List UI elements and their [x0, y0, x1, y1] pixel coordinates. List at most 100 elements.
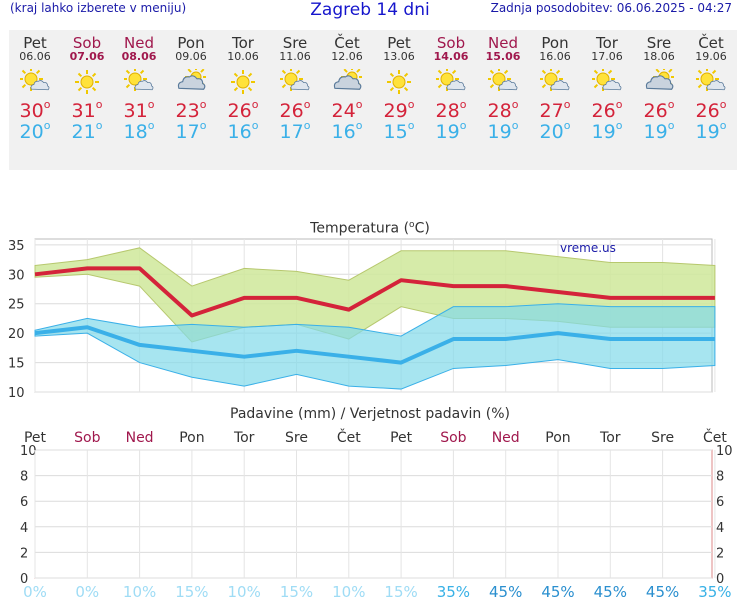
degree-sign: o: [355, 119, 363, 132]
precip-plot-area: [34, 449, 713, 579]
degree-sign: o: [95, 98, 103, 111]
precip-day-label: Ned: [126, 430, 154, 446]
sun-icon: [373, 69, 425, 95]
high-temp: 28o: [487, 98, 519, 122]
high-temp: 27o: [539, 98, 571, 122]
precip-chart-title: Padavine (mm) / Verjetnost padavin (%): [230, 406, 510, 422]
sun-cloud-icon: [581, 69, 633, 95]
temperature-chart-title: Temperatura (oC): [310, 220, 430, 237]
low-temp: 19o: [435, 119, 467, 143]
day-name: Ned: [124, 34, 154, 52]
cloud-sun-icon: [165, 69, 217, 95]
day-name: Tor: [596, 34, 618, 52]
precip-y-tick-left: 4: [20, 521, 28, 536]
cloud-sun-icon: [321, 69, 373, 95]
low-temp: 19o: [643, 119, 675, 143]
day-name: Pon: [541, 34, 569, 52]
day-column: Sob 07.06 31o 21o: [61, 30, 113, 143]
sun-icon: [217, 69, 269, 95]
precip-probability-label: 0%: [75, 583, 99, 600]
low-temp: 17o: [279, 119, 311, 143]
degree-sign: o: [407, 119, 415, 132]
high-temp: 31o: [123, 98, 155, 122]
sun-cloud-icon: [269, 69, 321, 95]
precip-day-label: Tor: [233, 430, 255, 446]
low-temp: 18o: [123, 119, 155, 143]
high-temp: 26o: [695, 98, 727, 122]
temp-y-tick-label: 20: [8, 327, 25, 342]
low-temp: 16o: [227, 119, 259, 143]
day-date: 06.06: [19, 50, 51, 63]
page-title: Zagreb 14 dni: [310, 0, 430, 20]
precip-day-label: Sob: [74, 430, 100, 446]
high-temp: 26o: [591, 98, 623, 122]
precip-day-label: Sre: [285, 430, 308, 446]
day-column: Tor 17.06 26o 19o: [581, 30, 633, 143]
high-temp: 26o: [279, 98, 311, 122]
degree-sign: o: [719, 98, 727, 111]
precip-y-tick-right: 8: [716, 470, 724, 485]
low-temp-band: [34, 303, 716, 390]
day-column: Tor 10.06 26o 16o: [217, 30, 269, 143]
temp-y-tick-label: 10: [8, 386, 25, 401]
day-name: Sre: [646, 34, 672, 52]
degree-sign: o: [199, 98, 207, 111]
location-hint[interactable]: (kraj lahko izberete v meniju): [10, 1, 187, 15]
low-temp: 19o: [487, 119, 519, 143]
day-column: Sob 14.06 28o 19o: [425, 30, 477, 143]
low-temp: 20o: [19, 119, 51, 143]
sun-cloud-icon: [9, 69, 61, 95]
precip-day-label: Sob: [440, 430, 466, 446]
precip-probability-label: 0%: [23, 583, 47, 600]
precip-probability-label: 15%: [280, 583, 313, 600]
precip-probability-label: 45%: [594, 583, 627, 600]
day-date: 19.06: [695, 50, 727, 63]
day-date: 07.06: [69, 50, 105, 63]
day-column: Pon 16.06 27o 20o: [529, 30, 581, 143]
precip-probability-label: 35%: [698, 583, 731, 600]
precip-y-tick-right: 0: [716, 572, 724, 587]
day-date: 15.06: [485, 50, 521, 63]
degree-sign: o: [563, 98, 571, 111]
day-column: Ned 08.06 31o 18o: [113, 30, 165, 143]
precip-y-tick-right: 2: [716, 546, 724, 561]
degree-sign: o: [251, 98, 259, 111]
day-date: 12.06: [331, 50, 363, 63]
degree-sign: o: [251, 119, 259, 132]
degree-sign: o: [719, 119, 727, 132]
precip-day-label: Čet: [337, 428, 361, 446]
degree-sign: o: [667, 119, 675, 132]
degree-sign: o: [667, 98, 675, 111]
precip-probability-label: 15%: [175, 583, 208, 600]
sun-icon: [61, 69, 113, 95]
precip-y-tick-left: 10: [20, 444, 37, 459]
last-updated: Zadnja posodobitev: 06.06.2025 - 04:27: [490, 1, 732, 15]
precip-probability-label: 45%: [646, 583, 679, 600]
temp-y-tick-label: 30: [8, 268, 25, 283]
day-name: Pon: [177, 34, 205, 52]
low-temp: 16o: [331, 119, 363, 143]
precip-day-label: Pet: [390, 430, 413, 446]
day-name: Sob: [436, 34, 466, 52]
day-name: Ned: [488, 34, 518, 52]
degree-sign: o: [407, 98, 415, 111]
precip-y-tick-right: 4: [716, 521, 724, 536]
precip-day-label: Pon: [179, 430, 204, 446]
day-column: Pet 13.06 29o 15o: [373, 30, 425, 143]
day-name: Pet: [387, 34, 411, 52]
high-temp-line: [34, 266, 715, 318]
precip-y-tick-left: 8: [20, 470, 28, 485]
high-temp: 28o: [435, 98, 467, 122]
degree-sign: o: [95, 119, 103, 132]
high-temp: 31o: [71, 98, 103, 122]
sun-cloud-icon: [477, 69, 529, 95]
day-column: Pet 06.06 30o 20o: [9, 30, 61, 143]
degree-sign: o: [355, 98, 363, 111]
low-temp: 19o: [591, 119, 623, 143]
precip-probability-label: 15%: [384, 583, 417, 600]
precip-day-label: Pon: [545, 430, 570, 446]
day-column: Pon 09.06 23o 17o: [165, 30, 217, 143]
temp-y-tick-label: 25: [8, 298, 25, 313]
degree-sign: o: [43, 119, 51, 132]
